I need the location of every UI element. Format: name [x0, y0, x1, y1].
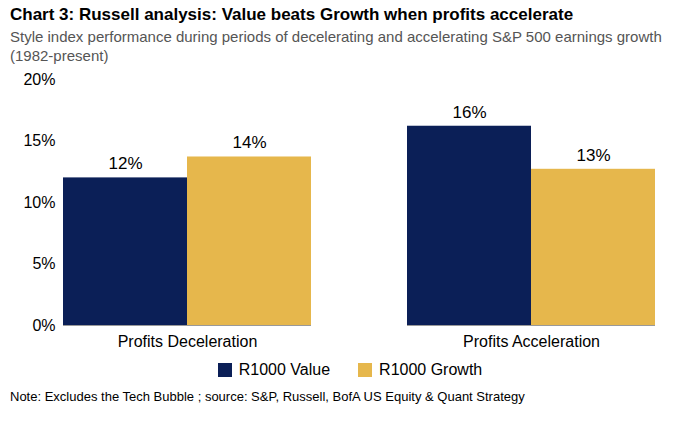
svg-text:Profits Acceleration: Profits Acceleration [463, 333, 600, 350]
svg-text:0%: 0% [32, 317, 55, 334]
svg-text:12%: 12% [108, 154, 142, 173]
svg-text:14%: 14% [232, 133, 266, 152]
svg-text:13%: 13% [576, 146, 610, 165]
svg-text:5%: 5% [32, 255, 55, 272]
svg-text:20%: 20% [23, 71, 55, 88]
html-text:Chart 3: Russell analysis: Val: Chart 3: Russell analysis: Value beats G… [10, 5, 574, 24]
svg-text:15%: 15% [23, 132, 55, 149]
html-text:R1000 Growth: R1000 Growth [379, 361, 483, 378]
svg-text:16%: 16% [452, 103, 486, 122]
html-text:Note: Excludes the Tech Bubble: Note: Excludes the Tech Bubble ; source:… [10, 389, 525, 404]
svg-text:Profits Deceleration: Profits Deceleration [118, 333, 258, 350]
html-text:Style index performance during: Style index performance during periods o… [10, 28, 662, 64]
html-text:R1000 Value: R1000 Value [238, 361, 331, 378]
svg-text:10%: 10% [23, 194, 55, 211]
